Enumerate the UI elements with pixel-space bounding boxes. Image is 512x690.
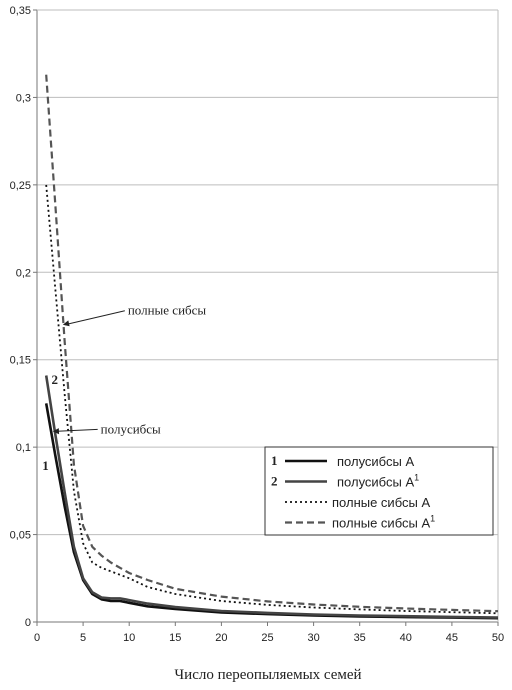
y-tick-label: 0,1 <box>16 442 31 454</box>
curve-number-label: 1 <box>42 458 49 473</box>
y-tick-label: 0,3 <box>16 92 31 104</box>
x-tick-label: 5 <box>80 632 86 644</box>
legend-marker-number: 2 <box>271 474 278 489</box>
series-line-2 <box>44 375 499 619</box>
legend-marker-number: 1 <box>271 453 278 468</box>
legend-entry-label: полные сибсы A1 <box>332 514 435 531</box>
y-tick-label: 0,2 <box>16 267 31 279</box>
legend-superscript: 1 <box>430 514 435 524</box>
y-tick-label: 0,35 <box>10 5 31 17</box>
x-tick-label: 15 <box>169 632 181 644</box>
series-line-3 <box>45 184 499 615</box>
curve-number-label: 2 <box>51 372 58 387</box>
annotation-label: полные сибсы <box>128 303 207 318</box>
y-tick-label: 0 <box>25 617 31 629</box>
annotation-arrowhead <box>62 320 70 327</box>
annotation-layer: полные сибсы полусибсы 1 2 <box>42 303 206 473</box>
x-tick-label: 30 <box>307 632 319 644</box>
x-tick-label: 50 <box>492 632 504 644</box>
annotation-label: полусибсы <box>101 421 161 436</box>
x-tick-label: 0 <box>34 632 40 644</box>
legend-entry-label: полусибсы A1 <box>337 473 419 490</box>
x-tick-label: 25 <box>261 632 273 644</box>
y-tick-label: 0,05 <box>10 530 31 542</box>
y-tick-label: 0,15 <box>10 355 31 367</box>
y-tick-label: 0,25 <box>10 180 31 192</box>
x-tick-label: 40 <box>400 632 412 644</box>
annotation-arrowhead <box>52 428 60 435</box>
annotation-arrow <box>54 428 98 432</box>
legend-superscript: 1 <box>414 473 419 483</box>
x-axis-title: Число переопыляемых семей <box>174 667 361 683</box>
x-tick-label: 10 <box>123 632 135 644</box>
annotation-arrow <box>64 310 125 326</box>
legend-entry-label: полусибсы A <box>337 454 414 469</box>
legend-entry-label: полные сибсы A <box>332 495 430 510</box>
x-tick-label: 45 <box>446 632 458 644</box>
series-layer <box>44 74 499 620</box>
series-line-4 <box>45 74 499 613</box>
x-tick-label: 35 <box>354 632 366 644</box>
x-tick-label: 20 <box>215 632 227 644</box>
axis-layer: 0 0,05 0,1 0,15 0,2 0,25 0,3 0,35 0 5 10 15 20 25 30 35… <box>10 5 505 644</box>
